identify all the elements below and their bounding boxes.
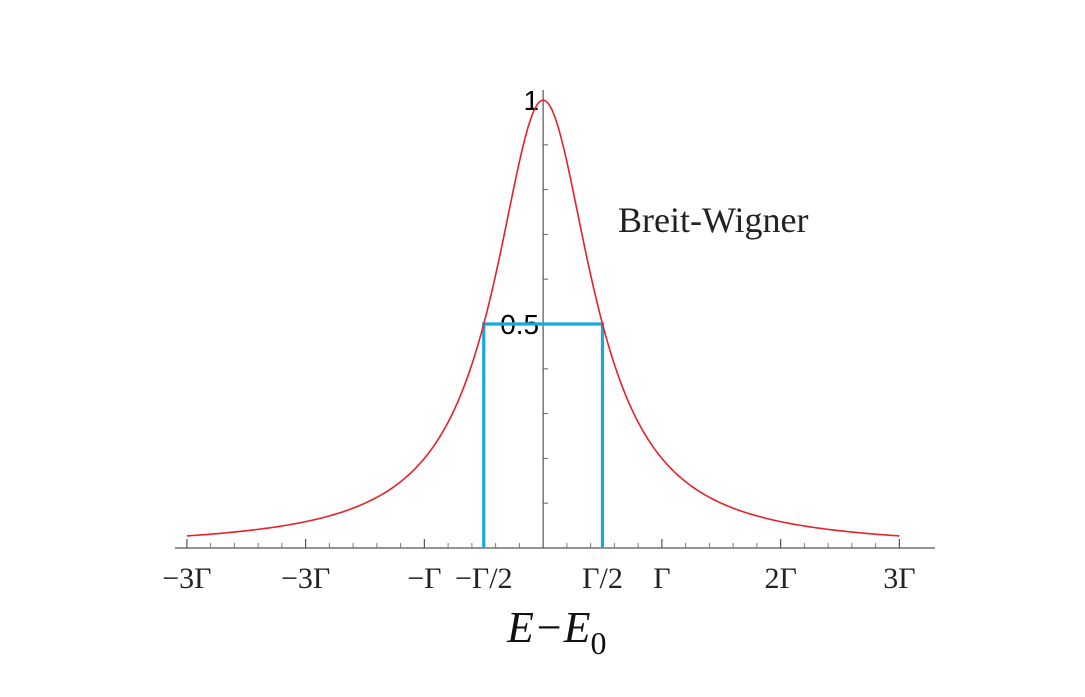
x-axis-label-subscript: 0 [590, 625, 606, 661]
x-tick-label: 3Γ [883, 562, 915, 595]
x-tick-label: Γ/2 [582, 562, 623, 595]
x-tick-label: Γ [653, 562, 670, 595]
x-tick-label: −3Γ [162, 562, 211, 595]
x-axis-label-main: E−E [506, 603, 591, 652]
x-tick-label: 2Γ [764, 562, 796, 595]
x-axis-label: E−E0 [506, 603, 606, 661]
x-tick-label: −3Γ [281, 562, 330, 595]
curve-annotation: Breit-Wigner [618, 200, 808, 240]
y-tick-label: 1 [524, 85, 540, 116]
x-tick-label: −Γ/2 [455, 562, 513, 595]
x-tick-label: −Γ [407, 562, 441, 595]
